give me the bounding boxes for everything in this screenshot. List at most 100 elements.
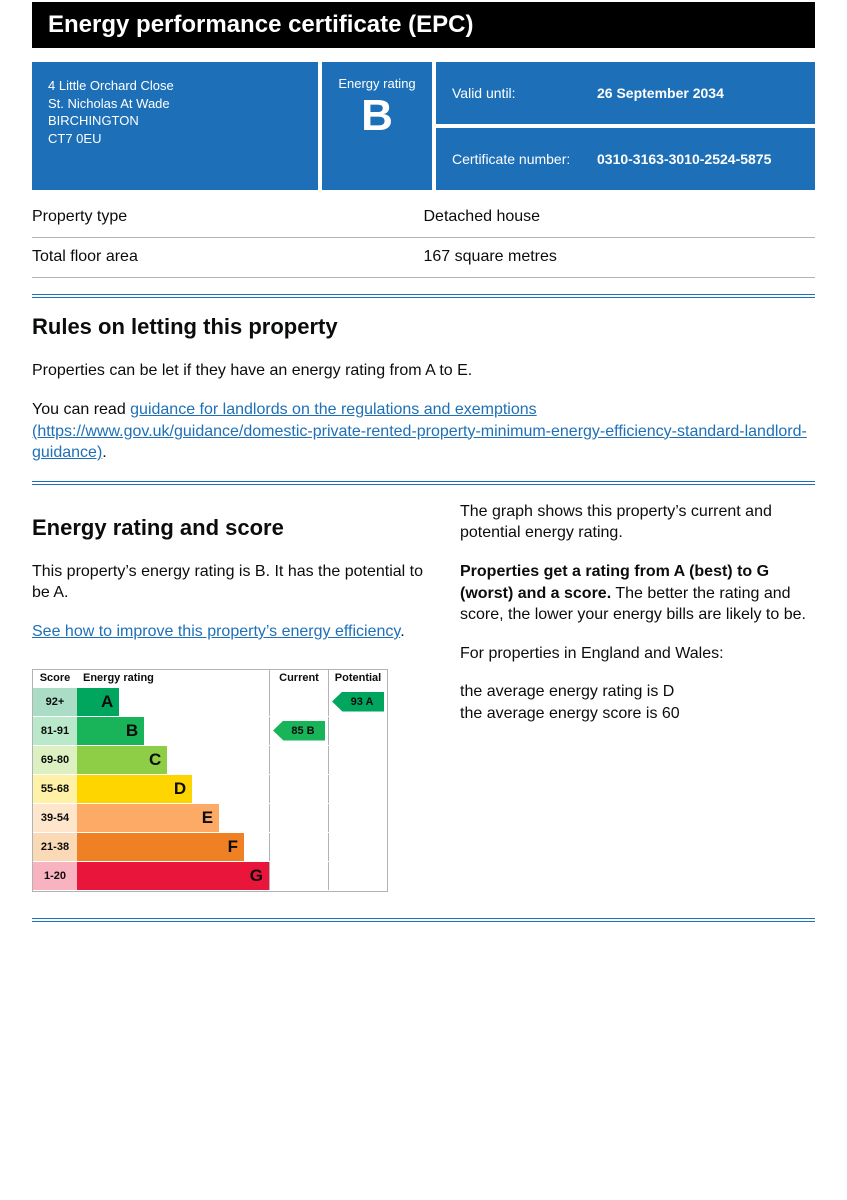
epc-band-row-a: 92+ A 93 A <box>33 687 387 717</box>
band-score-range: 92+ <box>33 687 77 716</box>
epc-band-row-f: 21-38 F <box>33 832 387 862</box>
fact-label: Total floor area <box>32 248 138 266</box>
band-bar-a: A <box>77 687 120 716</box>
band-score-range: 69-80 <box>33 745 77 774</box>
chart-rating-column-header: Energy rating <box>83 671 154 684</box>
band-bar-f: F <box>77 832 245 861</box>
valid-until-label: Valid until: <box>452 85 516 102</box>
current-column-cell <box>269 687 328 716</box>
band-letter: G <box>249 865 263 885</box>
fact-row-property-type: Property type Detached house <box>32 198 815 239</box>
band-score-range: 81-91 <box>33 716 77 745</box>
potential-column-cell <box>328 861 387 890</box>
property-facts: Property type Detached house Total floor… <box>32 198 815 279</box>
address-line-2: St. Nicholas At Wade <box>48 95 170 111</box>
average-score-line: the average energy score is 60 <box>460 704 680 722</box>
band-letter: F <box>227 836 239 856</box>
band-bar-c: C <box>77 745 168 774</box>
graph-explainer: The graph shows this property’s current … <box>460 502 772 542</box>
improve-link-suffix: . <box>400 622 405 640</box>
current-column-cell <box>269 803 328 832</box>
improve-efficiency-link[interactable]: See how to improve this property’s energ… <box>32 622 401 640</box>
certificate-number-value: 0310-3163-3010-2524-5875 <box>597 151 772 168</box>
letting-guidance-prefix: You can read <box>32 400 131 418</box>
address-line-4: CT7 0EU <box>48 131 102 147</box>
potential-column-cell <box>328 716 387 745</box>
band-bar-area: A <box>77 687 269 716</box>
band-bar-e: E <box>77 803 220 832</box>
property-address: 4 Little Orchard Close St. Nicholas At W… <box>32 62 318 191</box>
potential-rating-marker: 93 A <box>332 691 384 712</box>
potential-column-cell <box>328 745 387 774</box>
band-bar-area: F <box>77 832 269 861</box>
fact-value: 167 square metres <box>423 248 557 266</box>
section-divider <box>32 294 815 299</box>
rating-left-column: Energy rating and score This property’s … <box>32 501 432 892</box>
current-column-cell <box>269 832 328 861</box>
band-bar-area: D <box>77 774 269 803</box>
potential-column-cell <box>328 774 387 803</box>
section-divider <box>32 480 815 485</box>
certificate-number-label: Certificate number: <box>452 151 571 168</box>
rating-explainer: Properties get a rating from A (best) to… <box>460 561 815 626</box>
rating-heading: Energy rating and score <box>32 514 284 540</box>
page-title: Energy performance certificate (EPC) <box>48 11 474 38</box>
potential-column-cell <box>328 803 387 832</box>
epc-band-row-d: 55-68 D <box>33 774 387 804</box>
band-bar-area: G <box>77 861 269 890</box>
valid-until-value: 26 September 2034 <box>597 85 724 102</box>
band-bar-area: B <box>77 716 269 745</box>
document-header: Energy performance certificate (EPC) <box>32 2 815 49</box>
landlord-guidance-link[interactable]: guidance for landlords on the regulation… <box>32 400 807 462</box>
band-letter: B <box>125 720 139 740</box>
chart-current-column-header: Current <box>269 669 328 688</box>
band-bar-area: E <box>77 803 269 832</box>
rating-right-column: The graph shows this property’s current … <box>460 501 815 892</box>
band-letter: E <box>201 807 214 827</box>
band-letter: A <box>100 691 114 711</box>
energy-rating-box: Energy rating B <box>322 62 432 191</box>
band-score-range: 55-68 <box>33 774 77 803</box>
footer-divider <box>32 917 815 922</box>
fact-row-floor-area: Total floor area 167 square metres <box>32 238 815 279</box>
band-bar-d: D <box>77 774 193 803</box>
address-line-1: 4 Little Orchard Close <box>48 78 174 94</box>
letting-guidance-suffix: . <box>102 444 107 462</box>
band-score-range: 1-20 <box>33 861 77 890</box>
summary-banner: 4 Little Orchard Close St. Nicholas At W… <box>32 62 815 191</box>
rules-section: Rules on letting this property Propertie… <box>32 314 815 463</box>
chart-header-row: Score Energy rating Current Potential <box>33 669 387 688</box>
epc-band-row-b: 81-91 B 85 B <box>33 716 387 746</box>
energy-rating-section: Energy rating and score This property’s … <box>32 501 815 892</box>
current-column-cell <box>269 861 328 890</box>
current-rating-marker: 85 B <box>273 720 325 741</box>
potential-column-cell <box>328 832 387 861</box>
energy-rating-label: Energy rating <box>338 76 416 92</box>
fact-value: Detached house <box>423 208 541 226</box>
national-averages: the average energy rating is D the averag… <box>460 681 815 724</box>
potential-column-cell: 93 A <box>328 687 387 716</box>
valid-until-box: Valid until: 26 September 2034 <box>436 62 815 125</box>
band-bar-area: C <box>77 745 269 774</box>
band-score-range: 39-54 <box>33 803 77 832</box>
band-bar-b: B <box>77 716 145 745</box>
certificate-number-box: Certificate number: 0310-3163-3010-2524-… <box>436 128 815 191</box>
chart-score-column-header: Score <box>39 671 71 684</box>
epc-band-row-g: 1-20 G <box>33 861 387 891</box>
epc-band-row-c: 69-80 C <box>33 745 387 775</box>
summary-right-column: Valid until: 26 September 2034 Certifica… <box>436 62 815 191</box>
letting-guidance-paragraph: You can read guidance for landlords on t… <box>32 399 815 464</box>
energy-rating-chart: Score Energy rating Current Potential 92… <box>32 668 388 892</box>
average-rating-line: the average energy rating is D <box>460 683 675 701</box>
current-column-cell <box>269 745 328 774</box>
epc-document: Energy performance certificate (EPC) 4 L… <box>32 2 815 922</box>
band-bar-g: G <box>77 861 269 890</box>
band-score-range: 21-38 <box>33 832 77 861</box>
improve-paragraph: See how to improve this property’s energ… <box>32 621 432 643</box>
rules-heading: Rules on letting this property <box>32 314 338 340</box>
fact-label: Property type <box>32 208 128 226</box>
chart-band-rows: 92+ A 93 A 81-91 B 85 B 69-80 C 55-68 D 39-54 E 21-3… <box>33 687 387 891</box>
energy-rating-value: B <box>361 91 393 141</box>
rating-explainer-rest: The better the rating and score, the low… <box>460 584 806 624</box>
rating-explainer-bold: Properties get a rating from A (best) to… <box>460 562 770 602</box>
